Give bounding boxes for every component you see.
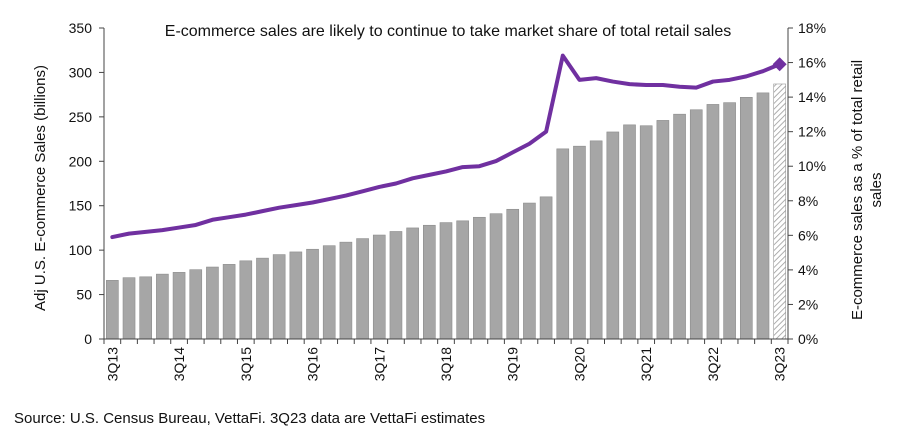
left-tick-label: 300 bbox=[69, 64, 93, 80]
bar bbox=[189, 269, 203, 340]
left-tick-label: 350 bbox=[69, 20, 93, 36]
bar bbox=[606, 131, 620, 340]
bar bbox=[122, 277, 136, 340]
bar bbox=[506, 208, 520, 340]
right-tick-label: 10% bbox=[798, 158, 826, 174]
bar bbox=[356, 238, 369, 340]
bar bbox=[339, 241, 353, 340]
bar bbox=[423, 224, 436, 340]
bar bbox=[589, 140, 603, 340]
bar bbox=[206, 266, 219, 340]
bar bbox=[406, 227, 419, 340]
x-tick-label: 3Q23 bbox=[772, 347, 788, 381]
left-tick-label: 200 bbox=[69, 153, 93, 169]
bar bbox=[706, 104, 720, 340]
x-tick-label: 3Q16 bbox=[305, 347, 321, 381]
chart-title: E-commerce sales are likely to continue … bbox=[165, 23, 731, 40]
x-tick-label: 3Q20 bbox=[571, 347, 587, 381]
x-tick-label: 3Q18 bbox=[438, 347, 454, 381]
bar bbox=[723, 102, 736, 340]
bars-group bbox=[106, 83, 786, 340]
bar bbox=[739, 97, 753, 340]
right-tick-label: 6% bbox=[798, 227, 818, 243]
bar bbox=[573, 145, 586, 340]
bar bbox=[389, 231, 403, 340]
bar bbox=[306, 248, 319, 340]
x-tick-label: 3Q15 bbox=[238, 347, 254, 381]
bar bbox=[372, 234, 386, 340]
bar bbox=[473, 216, 486, 340]
bar bbox=[272, 254, 286, 340]
bar bbox=[256, 257, 269, 340]
left-tick-label: 50 bbox=[76, 287, 92, 303]
bar bbox=[106, 280, 119, 340]
x-tick-label: 3Q13 bbox=[104, 347, 120, 381]
right-tick-label: 2% bbox=[798, 296, 818, 312]
last-point-marker bbox=[772, 57, 787, 72]
bar bbox=[456, 220, 469, 340]
bar bbox=[673, 113, 686, 340]
bar bbox=[222, 264, 236, 340]
bar bbox=[539, 196, 553, 340]
bar-estimate bbox=[773, 83, 786, 340]
bar bbox=[439, 222, 453, 340]
left-tick-label: 100 bbox=[69, 242, 93, 258]
right-tick-label: 4% bbox=[798, 262, 818, 278]
right-tick-label: 0% bbox=[798, 331, 818, 347]
right-axis-title-line2: sales bbox=[868, 172, 885, 207]
axes bbox=[103, 28, 789, 344]
x-tick-label: 3Q22 bbox=[705, 347, 721, 381]
bar bbox=[156, 273, 169, 340]
right-axis-title-line1: E-commerce sales as a % of total retail bbox=[849, 60, 866, 320]
right-tick-label: 14% bbox=[798, 89, 826, 105]
right-tick-label: 16% bbox=[798, 55, 826, 71]
bar bbox=[322, 245, 336, 340]
bar bbox=[656, 120, 670, 340]
source-note: Source: U.S. Census Bureau, VettaFi. 3Q2… bbox=[14, 410, 485, 427]
bar bbox=[172, 272, 186, 340]
bar bbox=[489, 213, 503, 340]
bar bbox=[523, 202, 536, 340]
bar bbox=[139, 276, 153, 340]
x-tick-label: 3Q17 bbox=[371, 347, 387, 381]
right-tick-label: 12% bbox=[798, 124, 826, 140]
bar bbox=[639, 125, 653, 340]
left-axis-ticks: 0 50 100 150 200 250 300 350 bbox=[69, 20, 104, 347]
right-axis-ticks: 0% 2% 4% 6% 8% 10% 12% 14% 16% 18% bbox=[788, 20, 826, 347]
bar bbox=[239, 260, 253, 340]
x-tick-label: 3Q21 bbox=[638, 347, 654, 381]
x-tick-label: 3Q14 bbox=[171, 347, 187, 381]
x-axis-labels: 3Q13 3Q14 3Q15 3Q16 3Q17 3Q18 3Q19 3Q20 3Q21 3Q22… bbox=[104, 347, 787, 381]
left-tick-label: 0 bbox=[84, 331, 92, 347]
bar bbox=[689, 109, 703, 340]
bar bbox=[756, 92, 770, 340]
share-line bbox=[110, 53, 782, 240]
bar bbox=[556, 148, 570, 340]
left-tick-label: 250 bbox=[69, 109, 93, 125]
bar bbox=[289, 251, 303, 340]
x-tick-label: 3Q19 bbox=[505, 347, 521, 381]
right-tick-label: 8% bbox=[798, 193, 818, 209]
right-tick-label: 18% bbox=[798, 20, 826, 36]
line-group bbox=[110, 53, 787, 240]
left-axis-title: Adj U.S. E-commerce Sales (billions) bbox=[32, 65, 49, 311]
left-tick-label: 150 bbox=[69, 198, 93, 214]
bar bbox=[623, 124, 636, 340]
